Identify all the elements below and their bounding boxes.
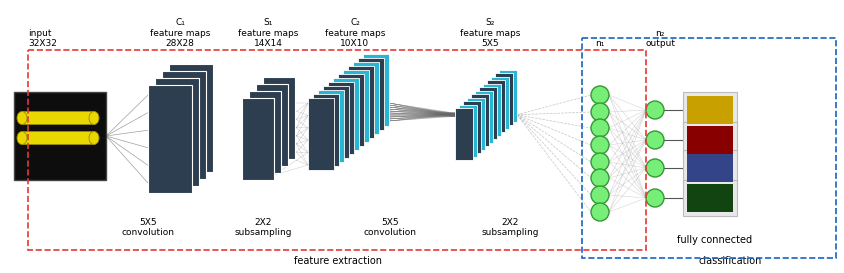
Text: 2X2
subsampling: 2X2 subsampling [235, 218, 292, 238]
Bar [323, 86, 349, 158]
Bar [483, 84, 501, 135]
Bar [683, 180, 737, 216]
Circle shape [646, 189, 664, 207]
Bar [14, 92, 106, 180]
Bar [313, 94, 339, 166]
Bar [687, 126, 733, 154]
Circle shape [591, 169, 609, 187]
Bar [328, 82, 354, 154]
Bar [467, 97, 485, 150]
Ellipse shape [17, 111, 27, 124]
Circle shape [591, 103, 609, 121]
Bar [687, 96, 733, 124]
Text: 5X5
convolution: 5X5 convolution [122, 218, 175, 238]
Bar [475, 91, 493, 143]
Circle shape [646, 101, 664, 119]
Bar [495, 73, 513, 125]
Text: S₂
feature maps
5X5: S₂ feature maps 5X5 [460, 18, 520, 48]
Bar [471, 94, 489, 146]
Bar [169, 64, 213, 172]
Bar [491, 76, 509, 129]
Bar [249, 91, 281, 173]
Bar [499, 70, 517, 121]
Text: n₁: n₁ [595, 39, 604, 48]
Ellipse shape [17, 132, 27, 144]
Ellipse shape [89, 132, 99, 144]
Bar [308, 98, 334, 170]
Bar [687, 154, 733, 182]
Bar [22, 131, 94, 144]
Bar [343, 70, 369, 142]
Circle shape [591, 186, 609, 204]
Text: S₁
feature maps
14X14: S₁ feature maps 14X14 [238, 18, 298, 48]
Bar [459, 105, 477, 156]
Circle shape [591, 119, 609, 137]
Bar [683, 122, 737, 158]
Bar [155, 78, 199, 186]
Text: fully connected: fully connected [678, 235, 753, 245]
Bar [582, 38, 836, 258]
Text: 2X2
subsampling: 2X2 subsampling [481, 218, 538, 238]
Circle shape [591, 203, 609, 221]
Ellipse shape [89, 111, 99, 124]
Bar [348, 66, 374, 138]
Circle shape [591, 86, 609, 104]
Bar [683, 92, 737, 128]
Bar [318, 90, 344, 162]
Bar [263, 77, 295, 159]
Bar [242, 98, 274, 180]
Bar [683, 150, 737, 186]
Bar [363, 54, 389, 126]
Bar [148, 85, 192, 193]
Text: feature extraction: feature extraction [294, 256, 382, 266]
Bar [463, 101, 481, 153]
Bar [358, 58, 384, 130]
Bar [487, 80, 505, 132]
Circle shape [591, 136, 609, 154]
Circle shape [646, 131, 664, 149]
Text: input
32X32: input 32X32 [28, 29, 57, 48]
Bar [479, 87, 497, 139]
Bar [687, 184, 733, 212]
Bar [333, 78, 359, 150]
Circle shape [591, 153, 609, 171]
Bar [256, 84, 288, 166]
Bar [28, 50, 646, 250]
Text: C₁
feature maps
28X28: C₁ feature maps 28X28 [150, 18, 210, 48]
Text: n₂
output: n₂ output [645, 29, 675, 48]
Bar [455, 108, 473, 160]
Circle shape [646, 159, 664, 177]
Text: classification: classification [698, 256, 761, 266]
Bar [353, 62, 379, 134]
Bar [162, 71, 206, 179]
Bar [338, 74, 364, 146]
Text: 5X5
convolution: 5X5 convolution [364, 218, 416, 238]
Bar [22, 111, 94, 124]
Text: C₂
feature maps
10X10: C₂ feature maps 10X10 [325, 18, 385, 48]
